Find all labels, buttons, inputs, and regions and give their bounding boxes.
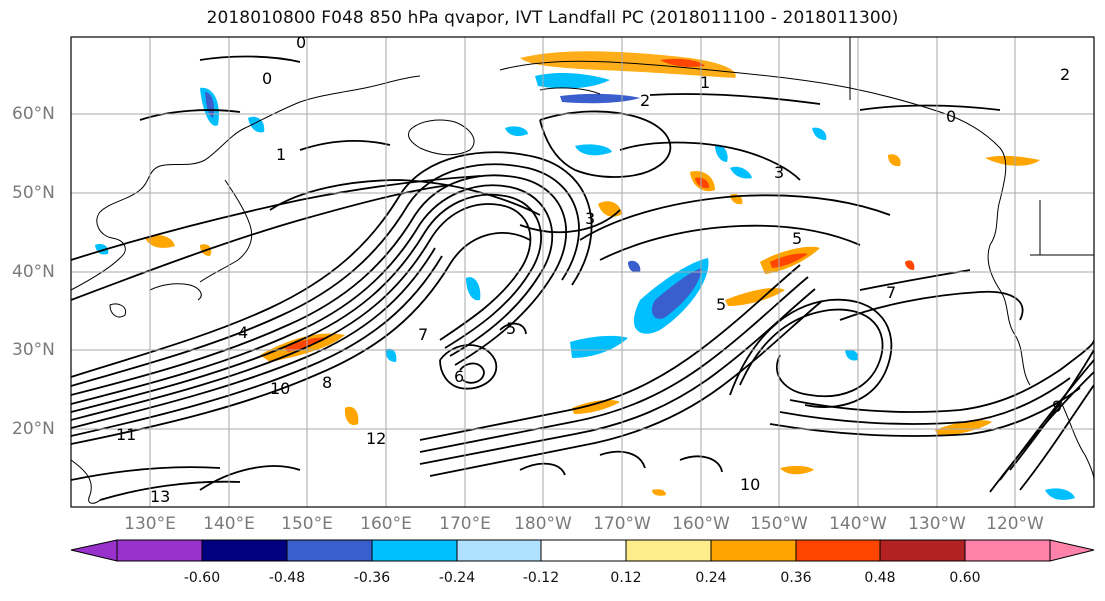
contour-label: 11	[116, 425, 136, 444]
contour-label: 10	[740, 475, 760, 494]
contour-label: 8	[322, 373, 332, 392]
colorbar-segment	[710, 539, 797, 562]
map-title: 2018010800 F048 850 hPa qvapor, IVT Land…	[206, 8, 899, 28]
lon-label: 170°E	[439, 514, 491, 534]
map-border	[70, 36, 1095, 508]
lon-label: 130°E	[124, 514, 176, 534]
contour-label: 13	[150, 487, 170, 506]
lon-label: 140°W	[829, 514, 887, 534]
lon-label: 160°W	[672, 514, 730, 534]
colorbar-tick: -0.36	[353, 570, 391, 586]
lon-label: 150°E	[281, 514, 333, 534]
contour-label: 9	[1052, 397, 1062, 416]
contour-label: 0	[946, 107, 956, 126]
contour-label: 5	[506, 319, 516, 338]
contour-label: 5	[792, 229, 802, 248]
colorbar-segment	[540, 539, 627, 562]
contour-label: 1	[276, 145, 286, 164]
lon-label: 120°W	[986, 514, 1044, 534]
contour-label: 0	[296, 33, 306, 52]
colorbar-extend-high	[1049, 539, 1095, 562]
negative-anomaly-shading	[95, 73, 1075, 500]
contour-label: 3	[774, 163, 784, 182]
positive-anomaly-shading	[145, 51, 1040, 496]
contour-label: 1	[700, 73, 710, 92]
lon-label: 160°E	[360, 514, 412, 534]
colorbar-segment	[625, 539, 712, 562]
colorbar-extend-low	[70, 539, 118, 562]
colorbar-segment	[286, 539, 373, 562]
colorbar-tick: 0.36	[780, 570, 812, 586]
colorbar-segment	[964, 539, 1051, 562]
contour-label: 5	[716, 295, 726, 314]
contour-label: 12	[366, 429, 386, 448]
contour-label: 2	[640, 91, 650, 110]
lon-label: 150°W	[750, 514, 808, 534]
colorbar-tick: -0.48	[268, 570, 306, 586]
contour-label: 7	[418, 325, 428, 344]
colorbar-segment	[879, 539, 966, 562]
colorbar-segment	[371, 539, 458, 562]
contour-label: 6	[454, 367, 464, 386]
lon-label: 180°W	[514, 514, 572, 534]
lat-label: 60°N	[12, 104, 55, 124]
contour-label: 10	[270, 379, 290, 398]
colorbar-tick: -0.24	[438, 570, 476, 586]
lon-label: 140°E	[203, 514, 255, 534]
colorbar-tick: 0.48	[864, 570, 896, 586]
contour-labels: 0 0 0 1 1 2 2 3 3 4 5 5 5 6 7 7 8 9 10 1…	[116, 33, 1070, 506]
lon-label: 170°W	[593, 514, 651, 534]
contour-label: 0	[262, 69, 272, 88]
colorbar	[70, 539, 1095, 562]
colorbar-segment	[795, 539, 881, 562]
colorbar-tick: 0.24	[695, 570, 727, 586]
colorbar-tick: -0.60	[183, 570, 221, 586]
contour-label: 3	[585, 209, 595, 228]
contour-label: 2	[1060, 65, 1070, 84]
lat-label: 40°N	[12, 262, 55, 282]
colorbar-segment	[456, 539, 542, 562]
graticule	[71, 37, 1094, 507]
lon-label: 130°W	[908, 514, 966, 534]
colorbar-segment	[116, 539, 203, 562]
contour-label: 4	[238, 323, 248, 342]
lat-label: 30°N	[12, 340, 55, 360]
colorbar-tick: 0.60	[949, 570, 981, 586]
contour-label: 7	[886, 283, 896, 302]
lat-label: 20°N	[12, 419, 55, 439]
colorbar-tick: -0.12	[522, 570, 560, 586]
colorbar-segment	[201, 539, 288, 562]
colorbar-tick: 0.12	[610, 570, 642, 586]
lat-label: 50°N	[12, 183, 55, 203]
coastlines	[71, 37, 1094, 504]
